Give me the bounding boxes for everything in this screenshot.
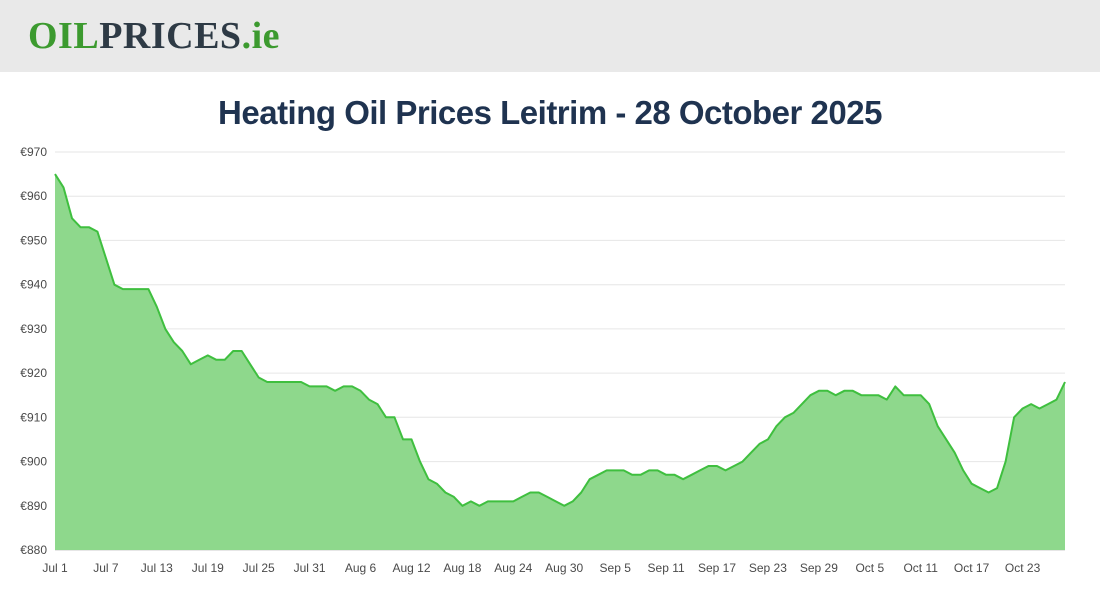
svg-text:Sep 11: Sep 11: [648, 561, 685, 575]
svg-text:€960: €960: [20, 189, 47, 203]
svg-text:Aug 12: Aug 12: [392, 561, 430, 575]
svg-text:Oct 23: Oct 23: [1005, 561, 1041, 575]
svg-text:Jul 1: Jul 1: [42, 561, 68, 575]
svg-text:€930: €930: [20, 322, 47, 336]
svg-text:Sep 29: Sep 29: [800, 561, 838, 575]
svg-text:Sep 17: Sep 17: [698, 561, 736, 575]
svg-text:Oct 17: Oct 17: [954, 561, 990, 575]
svg-text:€950: €950: [20, 233, 47, 247]
svg-text:€900: €900: [20, 455, 47, 469]
svg-text:Aug 6: Aug 6: [345, 561, 377, 575]
svg-text:Jul 25: Jul 25: [243, 561, 275, 575]
site-logo[interactable]: OILPRICES.ie: [28, 14, 280, 58]
svg-text:Sep 5: Sep 5: [600, 561, 632, 575]
svg-text:Aug 18: Aug 18: [443, 561, 481, 575]
logo-ie-text: .ie: [241, 15, 281, 57]
svg-text:Sep 23: Sep 23: [749, 561, 787, 575]
logo-oil-text: OIL: [28, 15, 100, 57]
svg-text:Jul 31: Jul 31: [294, 561, 326, 575]
svg-text:Oct 5: Oct 5: [855, 561, 884, 575]
svg-text:€910: €910: [20, 410, 47, 424]
svg-text:€940: €940: [20, 278, 47, 292]
price-area-chart: €880 €890 €900 €910 €920 €930 €940 €950 €960 €970…: [20, 145, 1066, 575]
svg-text:Jul 13: Jul 13: [141, 561, 173, 575]
page-title: Heating Oil Prices Leitrim - 28 October …: [218, 94, 882, 131]
svg-text:Aug 24: Aug 24: [494, 561, 532, 575]
site-header: OILPRICES.ie: [0, 0, 1100, 72]
svg-text:Aug 30: Aug 30: [545, 561, 583, 575]
svg-text:€890: €890: [20, 499, 47, 513]
svg-text:Jul 19: Jul 19: [192, 561, 224, 575]
svg-text:€880: €880: [20, 543, 47, 557]
svg-text:€970: €970: [20, 145, 47, 159]
svg-text:€920: €920: [20, 366, 47, 380]
svg-text:Oct 11: Oct 11: [903, 561, 938, 575]
logo-prices-text: PRICES: [99, 15, 242, 57]
chart-container: €880 €890 €900 €910 €920 €930 €940 €950 €960 €970…: [0, 140, 1100, 595]
svg-text:Jul 7: Jul 7: [93, 561, 119, 575]
